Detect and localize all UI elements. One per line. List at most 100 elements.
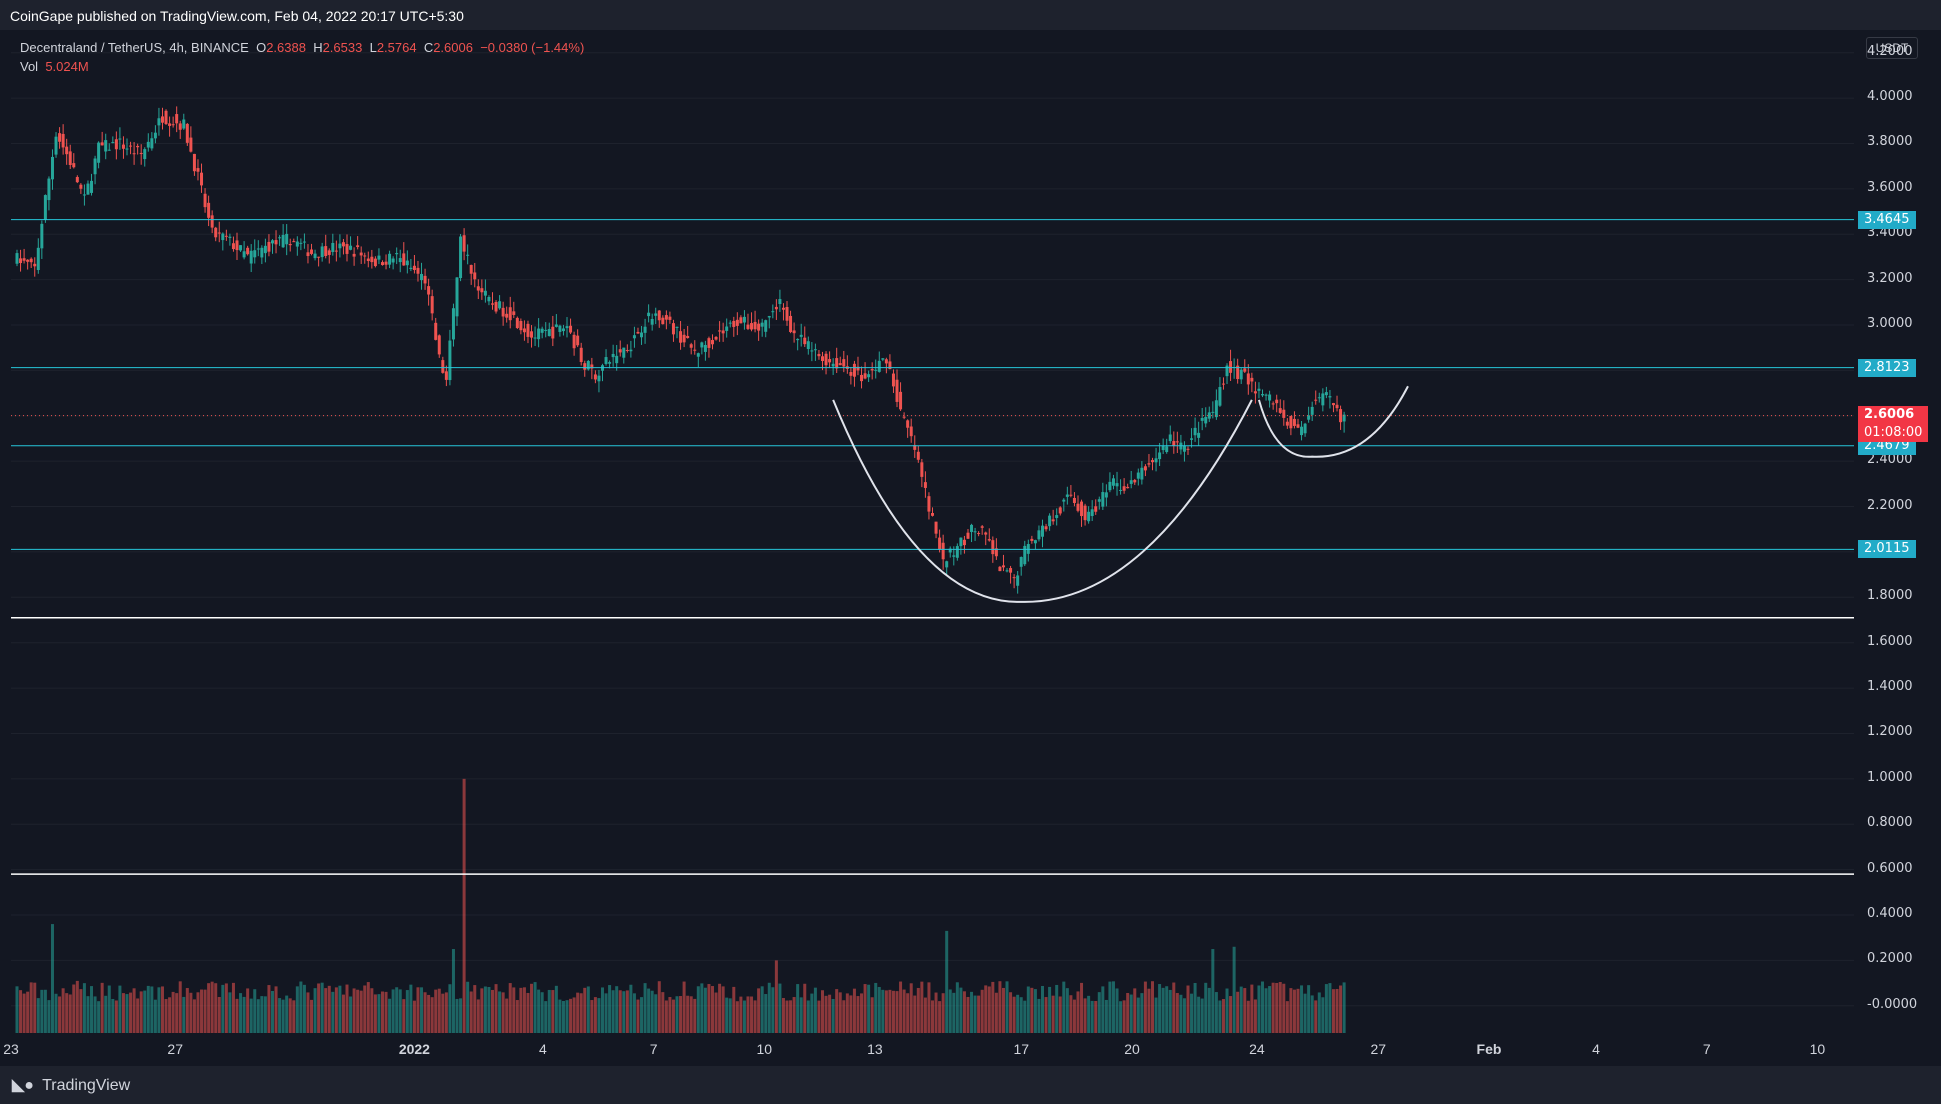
volume-bar	[899, 981, 903, 1033]
candlestick-chart[interactable]	[11, 30, 1854, 1033]
candle-body	[1151, 460, 1155, 463]
candle-body	[657, 310, 661, 321]
candle-body	[987, 539, 991, 541]
volume-bar	[423, 992, 427, 1033]
volume-bar	[913, 995, 917, 1033]
volume-bar	[742, 1000, 746, 1033]
candle-body	[352, 253, 356, 257]
currency-label[interactable]: USDT	[1866, 37, 1918, 59]
candle-body	[412, 265, 416, 270]
volume-bar	[221, 984, 225, 1033]
volume-bar	[615, 986, 619, 1033]
candle-body	[707, 338, 711, 348]
volume-bar	[792, 997, 796, 1033]
candle-body	[615, 355, 619, 364]
volume-bar	[175, 993, 179, 1033]
volume-bar	[1101, 986, 1105, 1033]
volume-bar	[671, 999, 675, 1033]
candle-body	[263, 245, 267, 254]
volume-bar	[1296, 988, 1300, 1033]
candle-body	[803, 337, 807, 345]
volume-bar	[1197, 996, 1201, 1033]
volume-bar	[994, 992, 998, 1033]
volume-bar	[1048, 986, 1052, 1033]
candle-body	[1133, 479, 1137, 483]
volume-bar	[380, 991, 384, 1033]
volume-bar	[185, 988, 189, 1033]
candle-body	[852, 363, 856, 377]
candle-body	[732, 320, 736, 327]
candle-body	[231, 243, 235, 250]
volume-bar	[721, 986, 725, 1033]
candle-body	[739, 317, 743, 324]
candle-body	[1314, 399, 1318, 401]
candle-body	[1250, 377, 1254, 382]
candle-body	[647, 312, 651, 317]
candle-body	[292, 241, 296, 243]
volume-bar	[1126, 992, 1130, 1033]
candle-body	[363, 255, 367, 257]
candle-body	[977, 533, 981, 535]
volume-bar	[586, 986, 590, 1033]
volume-bar	[1211, 949, 1215, 1033]
candle-body	[664, 315, 668, 320]
candle-body	[796, 338, 800, 341]
candle-body	[640, 332, 644, 338]
volume-bar	[473, 985, 477, 1033]
time-tick-label: 27	[1371, 1041, 1387, 1057]
candle-body	[54, 136, 58, 155]
candle-body	[90, 180, 94, 193]
low-value: 2.5764	[376, 40, 417, 55]
volume-bar	[420, 987, 424, 1033]
symbol-name[interactable]: Decentraland / TetherUS, 4h, BINANCE	[20, 40, 249, 55]
volume-bar	[373, 994, 377, 1033]
candle-body	[1303, 423, 1307, 434]
volume-bar	[160, 986, 164, 1033]
candle-body	[909, 426, 913, 437]
volume-bar	[1111, 981, 1115, 1033]
candle-body	[569, 325, 573, 333]
volume-bar	[938, 1001, 942, 1033]
volume-bar	[920, 981, 924, 1033]
volume-bar	[888, 989, 892, 1033]
volume-bar	[278, 998, 282, 1033]
candle-body	[100, 142, 104, 146]
candle-body	[760, 322, 764, 327]
volume-bar	[679, 996, 683, 1033]
candle-body	[1182, 445, 1186, 452]
volume-bar	[817, 1000, 821, 1033]
volume-bar	[945, 930, 949, 1033]
volume-bar	[1009, 992, 1013, 1033]
volume-bar	[501, 992, 505, 1033]
candle-body	[1193, 427, 1197, 436]
candle-body	[278, 237, 282, 239]
candle-body	[416, 267, 420, 274]
volume-bar	[608, 985, 612, 1033]
candle-body	[785, 306, 789, 321]
candle-body	[1268, 394, 1272, 401]
price-axis[interactable]: 4.2000 4.0000 3.8000 3.6000 3.4000 3.2000 3.00…	[1855, 30, 1941, 1066]
time-axis[interactable]: 2327202247101317202427Feb47101417	[0, 1034, 1855, 1066]
candle-body	[434, 322, 438, 340]
volume-bar	[604, 993, 608, 1033]
candle-body	[703, 344, 707, 352]
candle-body	[75, 177, 79, 183]
volume-bar	[416, 987, 420, 1033]
volume-bar	[700, 983, 704, 1033]
candle-body	[923, 482, 927, 488]
candle-body	[565, 326, 569, 329]
volume-bar	[82, 983, 86, 1033]
volume-bar	[760, 986, 764, 1033]
candle-body	[373, 258, 377, 267]
volume-bar	[877, 986, 881, 1033]
candle-body	[1239, 369, 1243, 380]
volume-bar	[338, 985, 342, 1033]
candle-body	[1094, 506, 1098, 512]
volume-bar	[129, 992, 133, 1033]
candle-body	[327, 250, 331, 255]
volume-bar	[1023, 1000, 1027, 1033]
candle-body	[331, 242, 335, 253]
volume-bar	[537, 989, 541, 1033]
volume-bar	[540, 992, 544, 1033]
tradingview-brand[interactable]: ◣● TradingView	[12, 1075, 130, 1095]
